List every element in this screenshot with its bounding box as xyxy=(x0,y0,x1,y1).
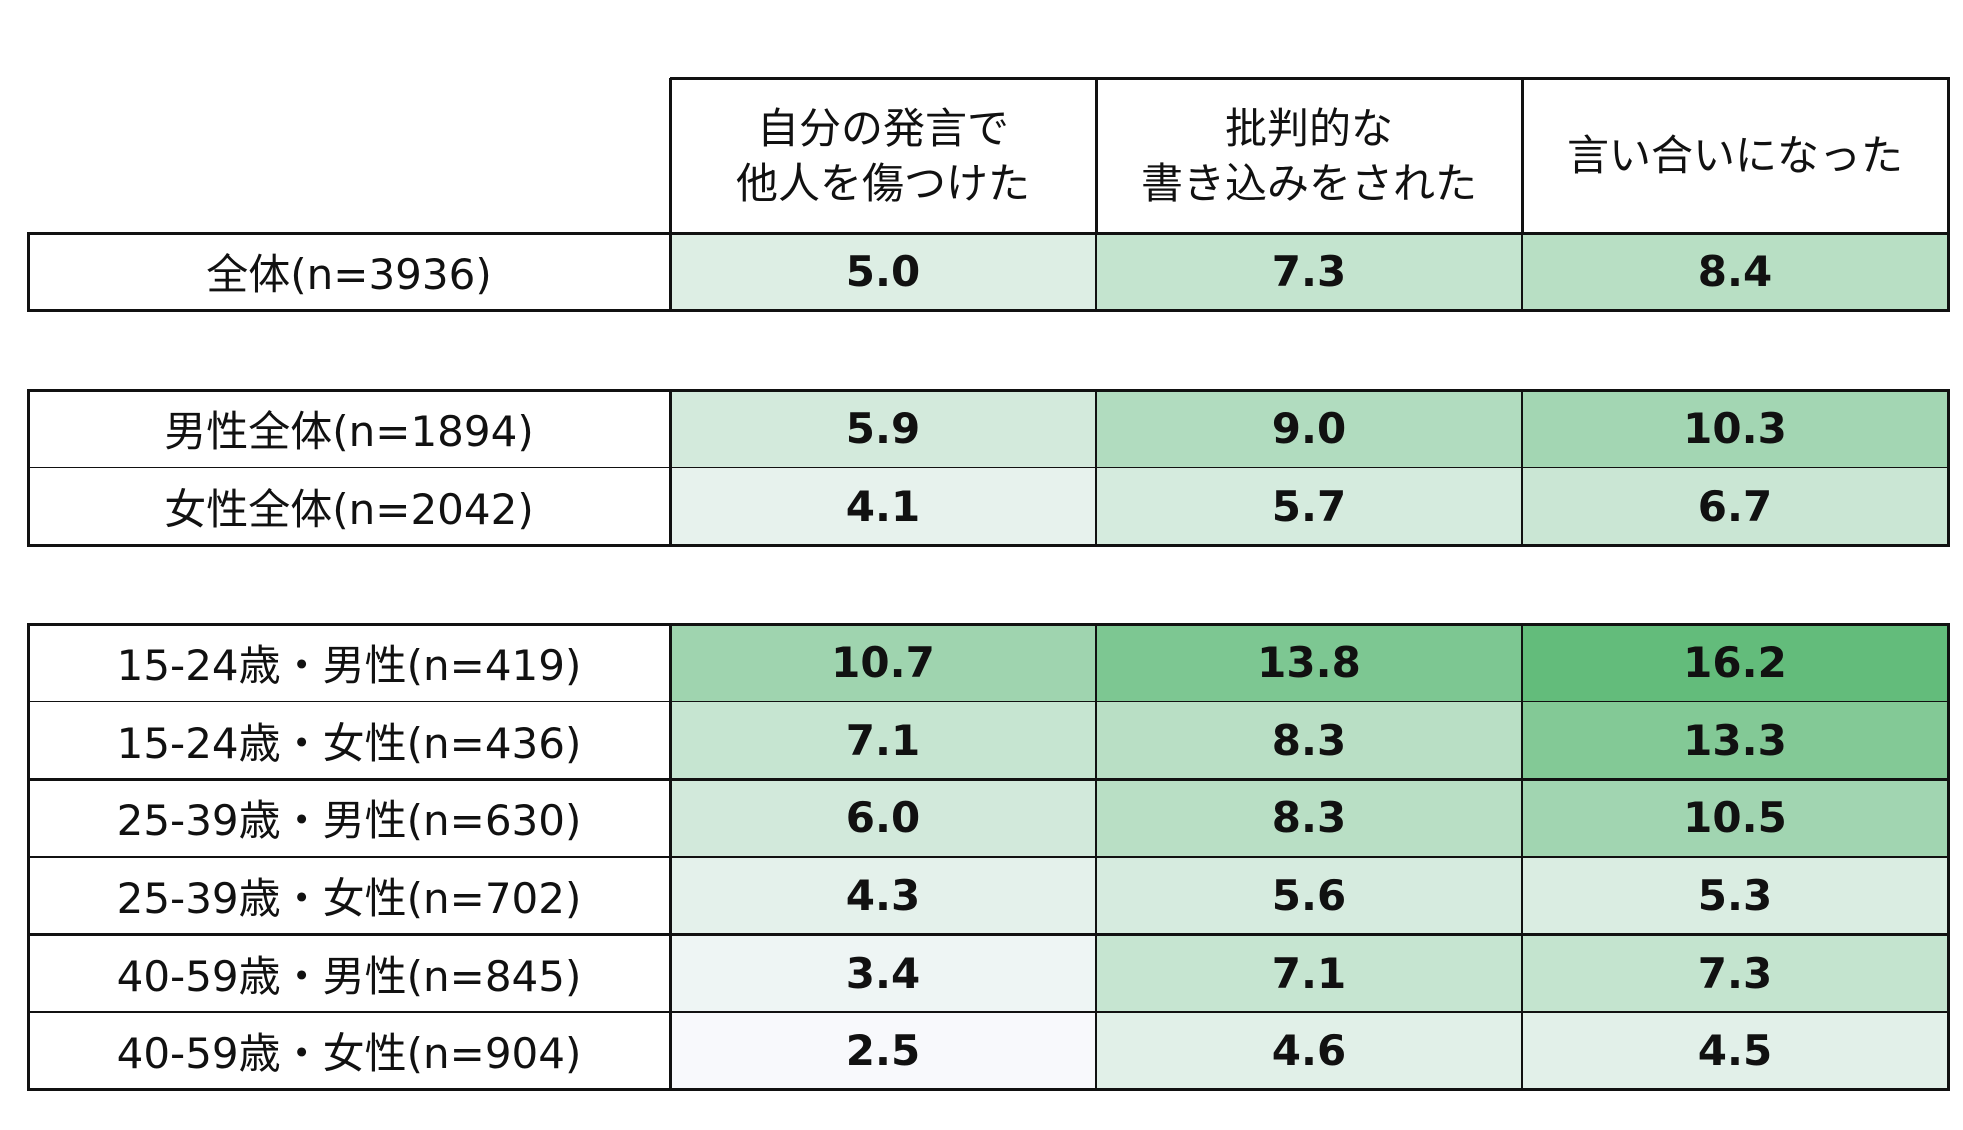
header-border xyxy=(1520,78,1524,233)
heatmap-cell: 7.3 xyxy=(1096,233,1522,311)
row-label: 25-39歳・女性(n=702) xyxy=(116,874,582,924)
row-divider xyxy=(28,856,1948,858)
row-divider xyxy=(28,1011,1948,1013)
column-divider xyxy=(1095,233,1097,311)
header-border xyxy=(668,78,672,233)
row-label: 40-59歳・女性(n=904) xyxy=(116,1029,582,1079)
row-divider xyxy=(28,777,1948,781)
row-divider xyxy=(28,932,1948,936)
heatmap-cell: 4.5 xyxy=(1522,1012,1948,1090)
group-border xyxy=(668,624,672,1090)
heatmap-cell: 5.7 xyxy=(1096,467,1522,546)
column-header: 批判的な 書き込みをされた xyxy=(1140,103,1477,208)
heatmap-cell: 6.7 xyxy=(1522,467,1948,546)
row-divider xyxy=(28,700,1948,703)
heatmap-cell: 10.7 xyxy=(670,624,1096,702)
group-border xyxy=(26,390,30,546)
group-border xyxy=(26,1088,1950,1092)
heatmap-cell: 7.1 xyxy=(1096,934,1522,1012)
heatmap-cell: 13.3 xyxy=(1522,701,1948,780)
heatmap-cell: 8.4 xyxy=(1522,233,1948,311)
heatmap-cell: 5.3 xyxy=(1522,856,1948,935)
column-divider xyxy=(1095,390,1097,546)
group-border xyxy=(26,231,1950,235)
group-border xyxy=(26,233,30,311)
group-border xyxy=(668,233,672,311)
heatmap-cell: 6.0 xyxy=(670,779,1096,857)
column-divider xyxy=(1521,390,1523,546)
heatmap-cell: 9.0 xyxy=(1096,390,1522,468)
heatmap-cell: 5.6 xyxy=(1096,856,1522,935)
group-border xyxy=(1946,233,1950,311)
header-border xyxy=(1094,78,1098,233)
group-border xyxy=(1946,390,1950,546)
heatmap-cell: 10.3 xyxy=(1522,390,1948,468)
group-border xyxy=(26,309,1950,313)
heatmap-cell: 7.1 xyxy=(670,701,1096,780)
heatmap-cell: 5.9 xyxy=(670,390,1096,468)
row-label: 40-59歳・男性(n=845) xyxy=(116,951,582,1001)
heatmap-cell: 16.2 xyxy=(1522,624,1948,702)
heatmap-cell: 13.8 xyxy=(1096,624,1522,702)
heatmap-cell: 5.0 xyxy=(670,233,1096,311)
group-border xyxy=(26,388,1950,392)
heatmap-cell: 4.3 xyxy=(670,856,1096,935)
row-label: 全体(n=3936) xyxy=(206,250,492,300)
row-label: 15-24歳・男性(n=419) xyxy=(116,641,582,691)
group-border xyxy=(26,622,1950,626)
heatmap-cell: 2.5 xyxy=(670,1012,1096,1090)
group-border xyxy=(26,543,1950,547)
heatmap-cell: 7.3 xyxy=(1522,934,1948,1012)
column-divider xyxy=(1521,233,1523,311)
group-border xyxy=(26,624,30,1090)
group-border xyxy=(1946,624,1950,1090)
row-label: 15-24歳・女性(n=436) xyxy=(116,718,582,768)
heatmap-cell: 4.1 xyxy=(670,467,1096,546)
column-header: 自分の発言で 他人を傷つけた xyxy=(735,103,1030,208)
row-label: 女性全体(n=2042) xyxy=(164,484,534,534)
column-header: 言い合いになった xyxy=(1566,131,1903,180)
row-label: 男性全体(n=1894) xyxy=(164,407,534,457)
row-label: 25-39歳・男性(n=630) xyxy=(116,796,582,846)
header-border xyxy=(1946,78,1950,233)
group-border xyxy=(668,390,672,546)
row-divider xyxy=(28,466,1948,469)
heatmap-cell: 4.6 xyxy=(1096,1012,1522,1090)
heatmap-cell: 8.3 xyxy=(1096,701,1522,780)
heatmap-cell: 10.5 xyxy=(1522,779,1948,857)
heatmap-cell: 3.4 xyxy=(670,934,1096,1012)
heatmap-cell: 8.3 xyxy=(1096,779,1522,857)
column-divider xyxy=(1095,624,1097,1090)
column-divider xyxy=(1521,624,1523,1090)
header-border xyxy=(670,76,1950,80)
